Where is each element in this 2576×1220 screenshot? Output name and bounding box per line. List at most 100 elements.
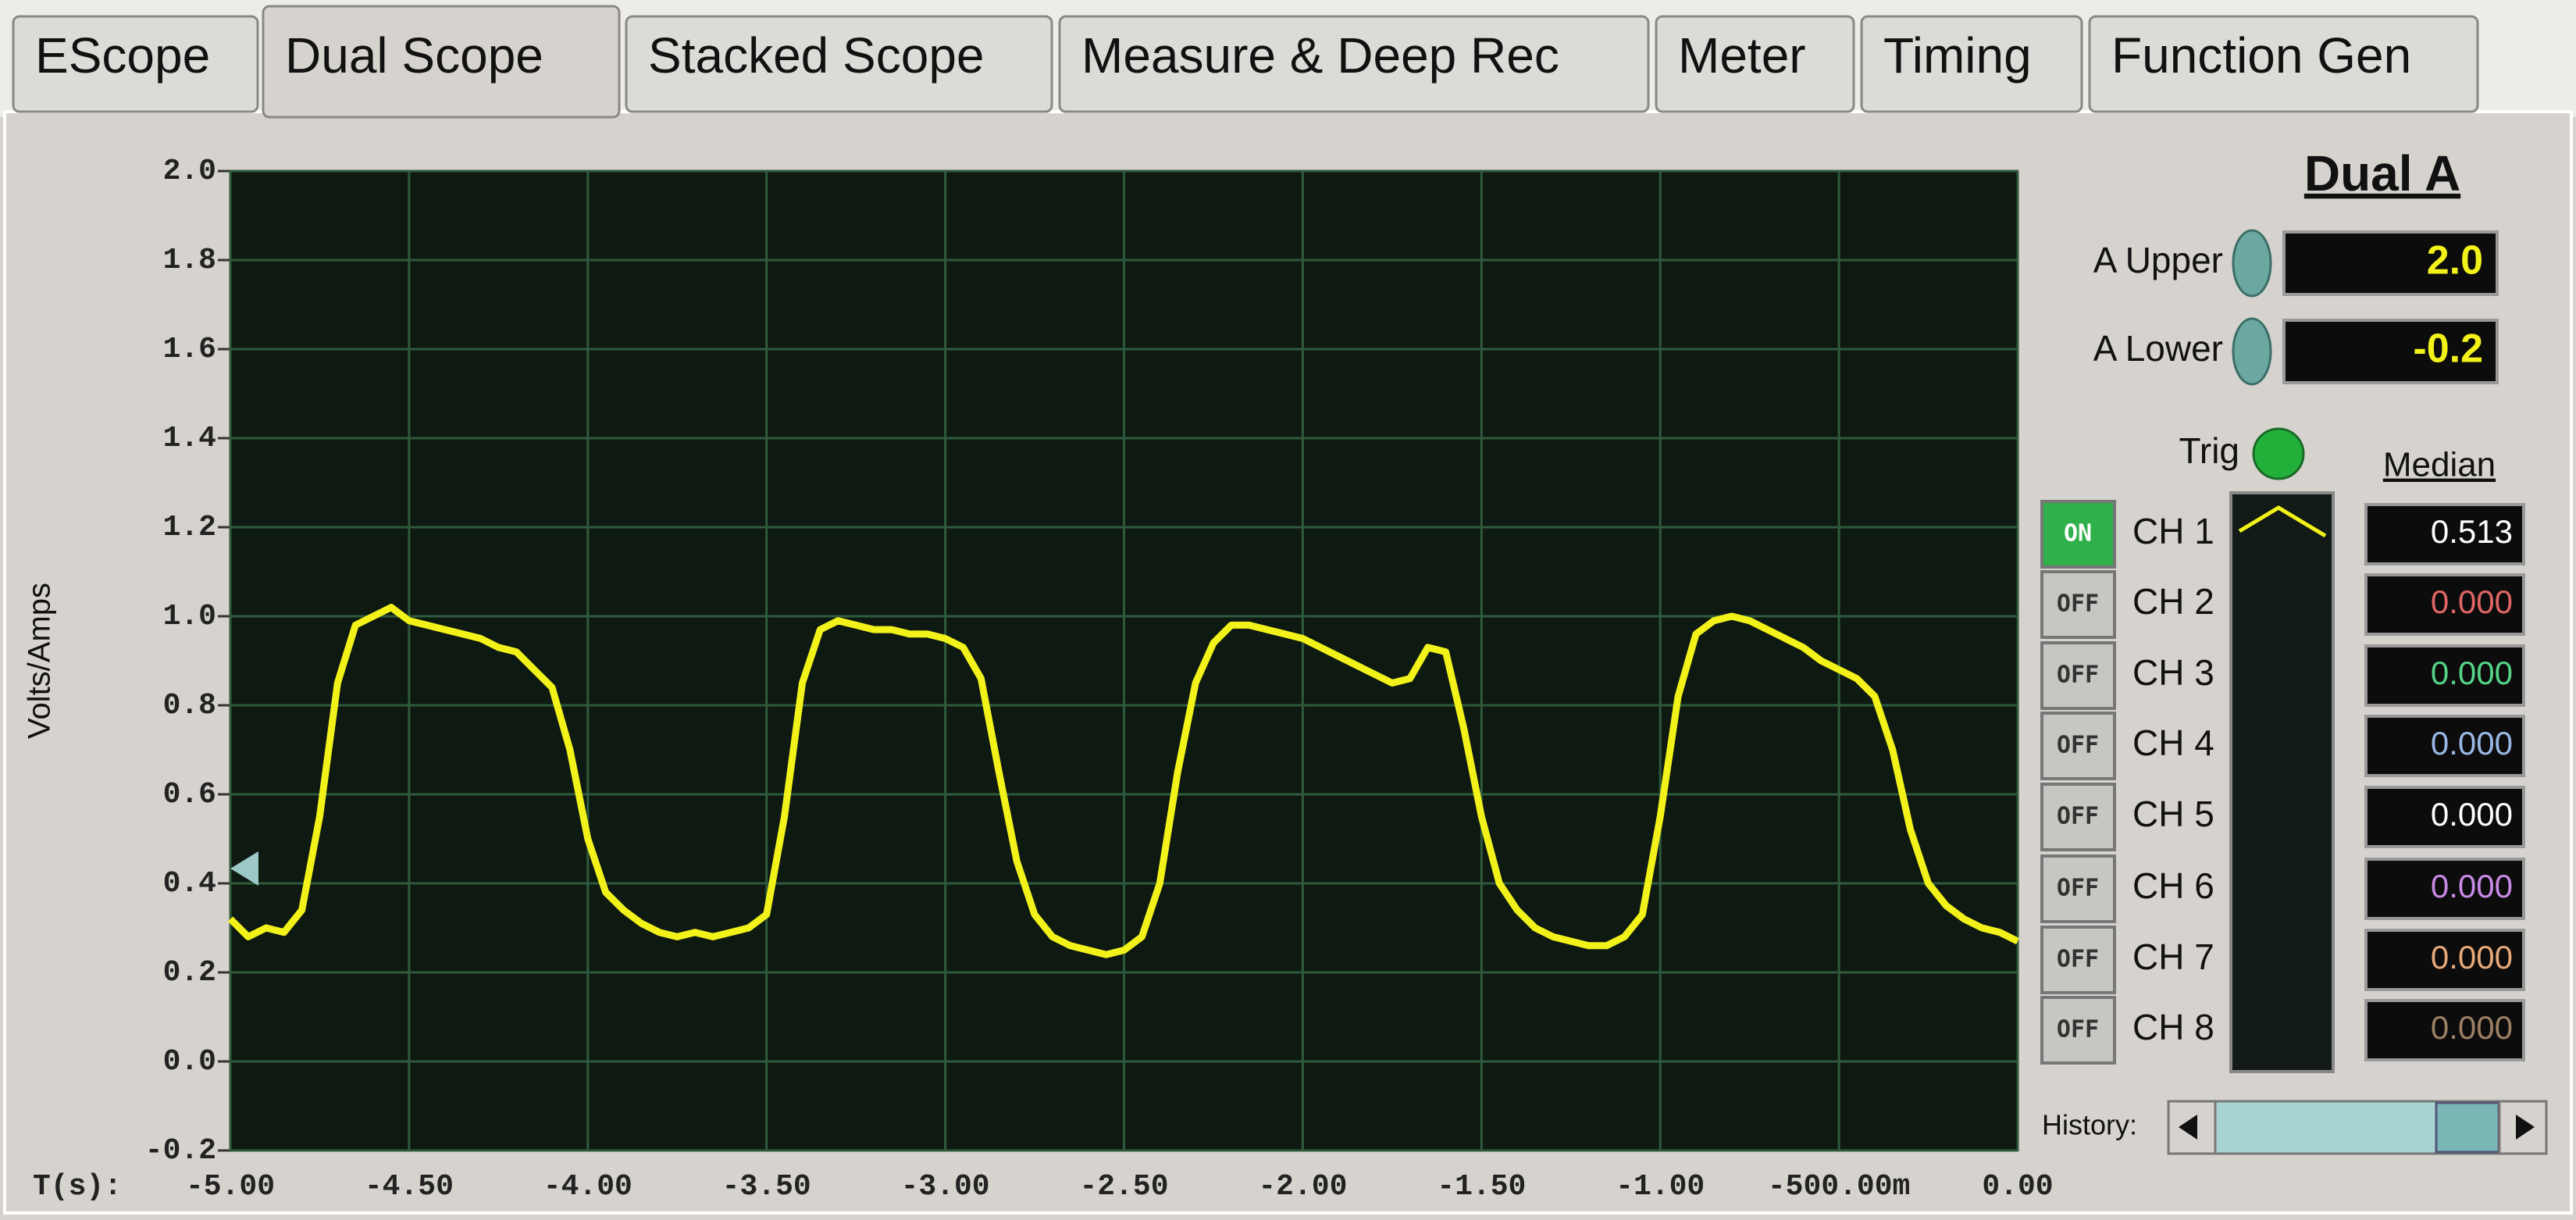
channel-button[interactable] <box>2040 996 2116 1065</box>
channel-button[interactable] <box>2040 926 2116 994</box>
upper-value: 2.0 <box>2427 238 2483 284</box>
history-label: History: <box>2042 1109 2137 1141</box>
arrow <box>2516 1115 2535 1140</box>
channel-name: CH 1 <box>2132 511 2214 551</box>
trigger-marker <box>230 851 258 886</box>
y-tick-label: 0.4 <box>163 867 216 901</box>
x-tick-label: -2.00 <box>1258 1170 1347 1204</box>
channel-button-label: OFF <box>2057 662 2099 689</box>
y-tick-label: 0.2 <box>163 956 216 990</box>
median-value: 0.000 <box>2431 796 2513 833</box>
channel-name: CH 6 <box>2132 865 2214 906</box>
median-box <box>2364 999 2525 1061</box>
channel-name: CH 7 <box>2132 936 2214 977</box>
x-tick-label: 0.00 <box>1982 1170 2053 1204</box>
tab[interactable] <box>12 15 259 113</box>
median-box <box>2364 503 2525 565</box>
channel-button[interactable] <box>2040 783 2116 851</box>
median-box <box>2364 715 2525 777</box>
median-value: 0.000 <box>2431 868 2513 904</box>
tab-label: EScope <box>35 27 210 84</box>
channel-name: CH 8 <box>2132 1007 2214 1047</box>
tab-label: Function Gen <box>2111 27 2411 84</box>
median-box <box>2364 786 2525 848</box>
x-tick-label: -4.50 <box>365 1170 454 1204</box>
tab-label: Measure & Deep Rec <box>1081 27 1559 84</box>
upper-label: A Upper <box>2093 240 2223 280</box>
tab[interactable] <box>1655 15 1855 113</box>
median-value: 0.000 <box>2431 655 2513 691</box>
tab[interactable] <box>1860 15 2083 113</box>
channel-button-label: OFF <box>2057 946 2099 973</box>
tab-label: Stacked Scope <box>648 27 985 84</box>
spinner[interactable] <box>2232 317 2272 386</box>
history-thumb[interactable] <box>2435 1101 2500 1154</box>
tab[interactable] <box>1058 15 1650 113</box>
y-tick-label: 1.0 <box>163 600 216 633</box>
channel-button-label: OFF <box>2057 875 2099 902</box>
trace <box>227 604 2020 958</box>
lower-box <box>2282 319 2499 384</box>
channel-name: CH 5 <box>2132 794 2214 834</box>
median-value: 0.000 <box>2431 939 2513 976</box>
median-label: Median <box>2383 446 2496 484</box>
trig-led <box>2252 427 2305 480</box>
arrow <box>2179 1115 2197 1140</box>
panel-title: Dual A <box>2304 145 2460 202</box>
tab[interactable] <box>2088 15 2479 113</box>
y-tick-label: 0.6 <box>163 778 216 812</box>
spinner[interactable] <box>2232 229 2272 298</box>
x-tick-label: -3.50 <box>722 1170 811 1204</box>
channel-button[interactable] <box>2040 641 2116 710</box>
tab-label: Meter <box>1678 27 1806 84</box>
x-tick-label: -2.50 <box>1079 1170 1168 1204</box>
y-axis-label: Volts/Amps <box>23 583 57 739</box>
channel-button-label: OFF <box>2057 1016 2099 1043</box>
median-box <box>2364 858 2525 920</box>
y-tick-label: -0.2 <box>145 1134 216 1168</box>
median-box <box>2364 929 2525 991</box>
y-tick-label: 1.6 <box>163 333 216 366</box>
lower-label: A Lower <box>2093 328 2223 369</box>
tab-label: Dual Scope <box>285 27 543 84</box>
median-value: 0.513 <box>2431 513 2513 550</box>
channel-button-label: ON <box>2064 520 2092 548</box>
tab-label: Timing <box>1883 27 2032 84</box>
channel-button[interactable] <box>2040 570 2116 639</box>
median-value: 0.000 <box>2431 725 2513 762</box>
channel-button-label: OFF <box>2057 590 2099 618</box>
channel-button[interactable] <box>2040 500 2116 569</box>
trig-bar <box>2229 491 2335 1073</box>
upper-box <box>2282 230 2499 296</box>
x-tick-label: -4.00 <box>543 1170 632 1204</box>
x-tick-label: -500.00m <box>1768 1170 1910 1204</box>
lower-value: -0.2 <box>2413 326 2483 372</box>
channel-button-label: OFF <box>2057 732 2099 759</box>
x-tick-label: -5.00 <box>186 1170 275 1204</box>
median-box <box>2364 573 2525 636</box>
channel-button[interactable] <box>2040 712 2116 780</box>
y-tick-label: 1.4 <box>163 422 216 455</box>
channel-button-label: OFF <box>2057 803 2099 830</box>
y-tick-label: 0.0 <box>163 1045 216 1079</box>
x-axis-label: T(s): <box>33 1170 122 1204</box>
median-value: 0.000 <box>2431 583 2513 620</box>
median-value: 0.000 <box>2431 1009 2513 1046</box>
tab[interactable] <box>625 15 1053 113</box>
tab[interactable] <box>262 5 621 119</box>
channel-button[interactable] <box>2040 854 2116 923</box>
y-tick-label: 0.8 <box>163 689 216 722</box>
x-tick-label: -1.50 <box>1437 1170 1526 1204</box>
x-tick-label: -3.00 <box>901 1170 990 1204</box>
y-tick-label: 1.8 <box>163 244 216 277</box>
channel-name: CH 3 <box>2132 652 2214 693</box>
y-tick-label: 2.0 <box>163 155 216 188</box>
y-tick-label: 1.2 <box>163 511 216 544</box>
trig-icon <box>2238 505 2327 538</box>
median-box <box>2364 644 2525 707</box>
x-tick-label: -1.00 <box>1616 1170 1705 1204</box>
channel-name: CH 2 <box>2132 581 2214 622</box>
trig-label: Trig <box>2179 430 2239 471</box>
